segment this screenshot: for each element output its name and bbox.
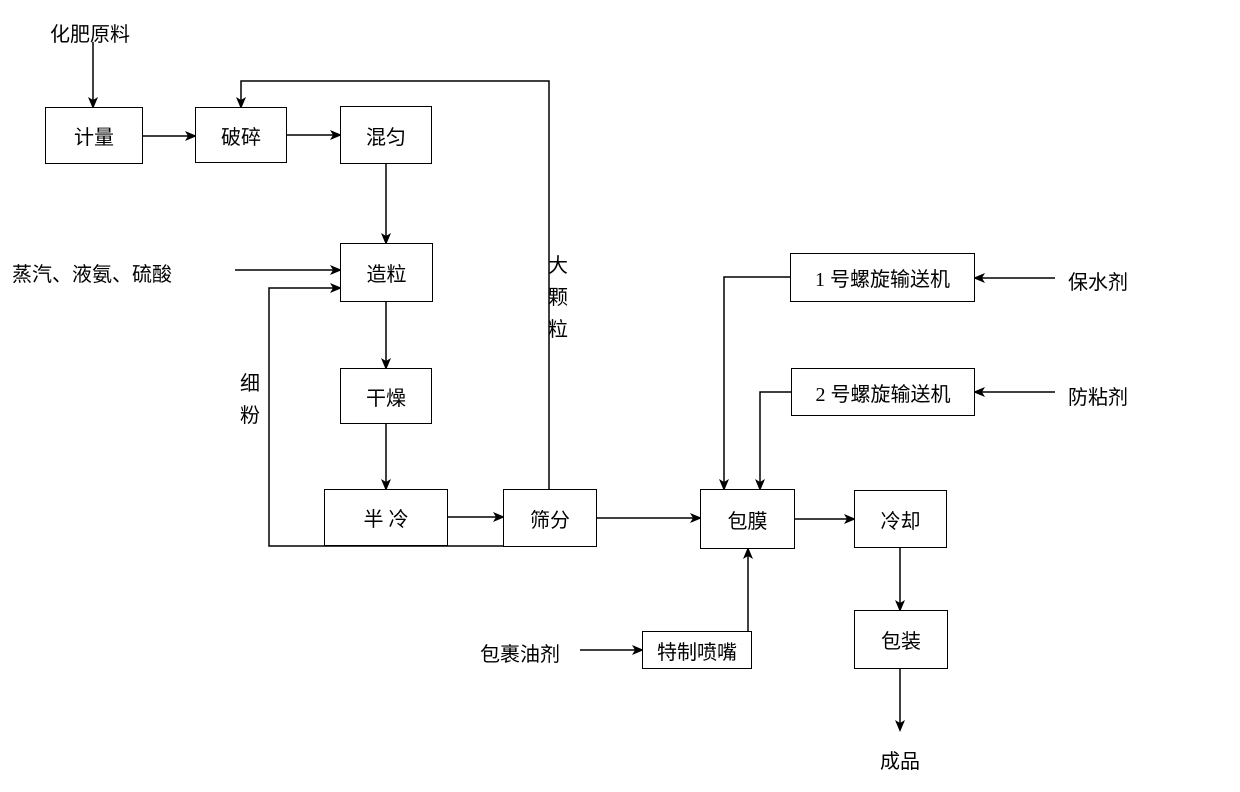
edge-conveyor1-to-coat — [724, 277, 790, 489]
node-water_agent: 保水剂 — [1068, 266, 1128, 295]
node-finished: 成品 — [880, 745, 920, 774]
node-coat: 包膜 — [700, 489, 795, 549]
node-sieve: 筛分 — [503, 489, 597, 547]
node-fine_powder: 细粉 — [240, 368, 260, 432]
node-mix: 混匀 — [340, 106, 432, 164]
node-pack: 包装 — [854, 610, 948, 669]
node-half_cool: 半 冷 — [324, 489, 448, 546]
flow-arrows — [0, 0, 1240, 792]
node-oil_label: 包裹油剂 — [480, 638, 560, 667]
node-conveyor2: 2 号螺旋输送机 — [791, 368, 975, 416]
node-measure: 计量 — [45, 107, 143, 164]
node-steam_label: 蒸汽、液氨、硫酸 — [12, 258, 172, 287]
node-anti_stick: 防粘剂 — [1068, 381, 1128, 410]
node-granulate: 造粒 — [340, 243, 433, 302]
node-dry: 干燥 — [340, 368, 432, 424]
node-big_particles: 大颗粒 — [548, 250, 568, 346]
node-input_raw: 化肥原料 — [50, 18, 130, 47]
node-crush: 破碎 — [195, 107, 287, 163]
node-conveyor1: 1 号螺旋输送机 — [790, 253, 975, 302]
edge-conveyor2-to-coat — [760, 392, 791, 489]
node-cool: 冷却 — [854, 490, 947, 548]
node-nozzle: 特制喷嘴 — [642, 631, 752, 669]
